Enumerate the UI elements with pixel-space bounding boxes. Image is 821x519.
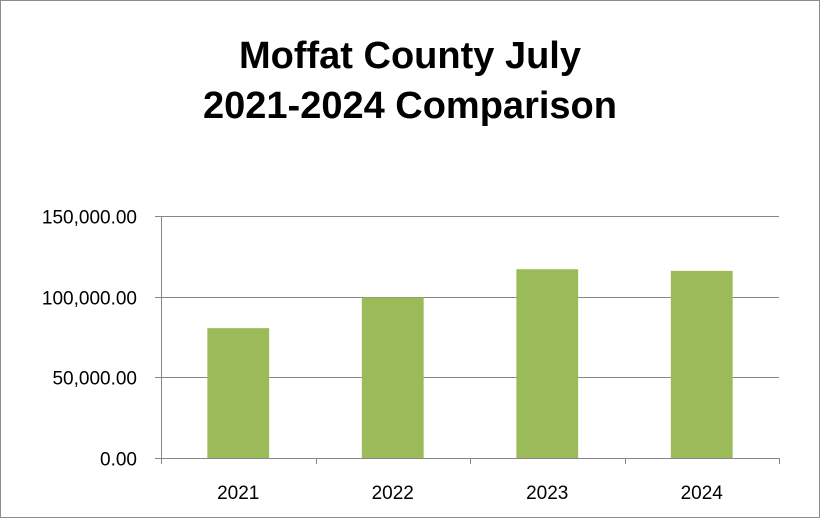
y-tick-label-1: 50,000.00 [52,369,137,390]
chart-title: Moffat County July 2021-2024 Comparison [1,31,819,131]
x-tick-label-2023: 2023 [526,483,568,504]
bar-2023 [516,269,579,458]
axes [155,216,780,464]
bars [207,269,733,458]
x-tick-label-2021: 2021 [217,483,259,504]
x-tick-label-2022: 2022 [372,483,414,504]
bar-2021 [207,328,270,458]
y-tick-label-2: 100,000.00 [42,289,137,310]
bar-2024 [670,270,733,458]
chart-title-line-2: 2021-2024 Comparison [203,85,617,127]
tick-labels: 0.00 50,000.00 100,000.00 150,000.00 2021 202… [42,208,723,505]
x-tick-label-2024: 2024 [681,483,724,504]
bar-2022 [361,297,424,458]
y-tick-label-0: 0.00 [100,450,137,471]
chart-title-line-1: Moffat County July [239,35,581,77]
y-tick-label-3: 150,000.00 [42,208,137,229]
